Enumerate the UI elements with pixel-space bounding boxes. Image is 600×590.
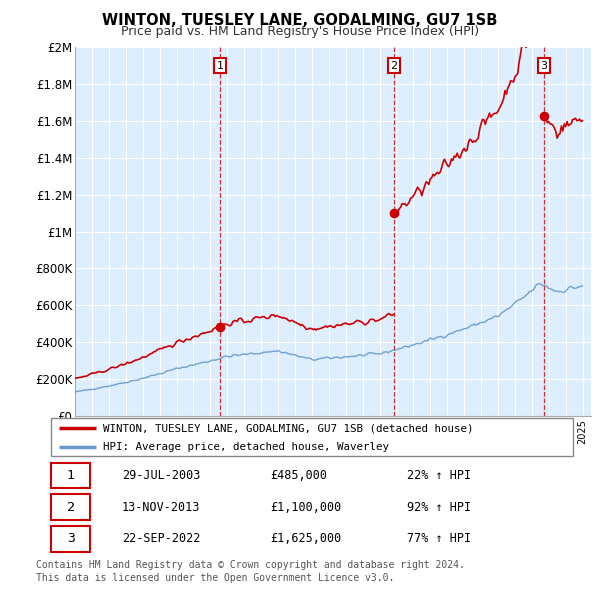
- Text: WINTON, TUESLEY LANE, GODALMING, GU7 1SB (detached house): WINTON, TUESLEY LANE, GODALMING, GU7 1SB…: [103, 424, 474, 434]
- Text: 3: 3: [67, 532, 75, 546]
- Text: 29-JUL-2003: 29-JUL-2003: [122, 468, 200, 482]
- Text: £485,000: £485,000: [270, 468, 327, 482]
- Text: Price paid vs. HM Land Registry's House Price Index (HPI): Price paid vs. HM Land Registry's House …: [121, 25, 479, 38]
- Text: 22-SEP-2022: 22-SEP-2022: [122, 532, 200, 546]
- Text: 13-NOV-2013: 13-NOV-2013: [122, 500, 200, 514]
- Text: £1,100,000: £1,100,000: [270, 500, 341, 514]
- Text: 3: 3: [541, 61, 547, 71]
- Text: 2: 2: [67, 500, 75, 514]
- FancyBboxPatch shape: [50, 526, 90, 552]
- FancyBboxPatch shape: [50, 418, 574, 456]
- Text: This data is licensed under the Open Government Licence v3.0.: This data is licensed under the Open Gov…: [36, 573, 394, 583]
- Text: 22% ↑ HPI: 22% ↑ HPI: [407, 468, 471, 482]
- Text: Contains HM Land Registry data © Crown copyright and database right 2024.: Contains HM Land Registry data © Crown c…: [36, 560, 465, 570]
- Text: 92% ↑ HPI: 92% ↑ HPI: [407, 500, 471, 514]
- Text: 77% ↑ HPI: 77% ↑ HPI: [407, 532, 471, 546]
- Text: WINTON, TUESLEY LANE, GODALMING, GU7 1SB: WINTON, TUESLEY LANE, GODALMING, GU7 1SB: [103, 13, 497, 28]
- Text: 1: 1: [217, 61, 223, 71]
- Text: 2: 2: [391, 61, 398, 71]
- Text: HPI: Average price, detached house, Waverley: HPI: Average price, detached house, Wave…: [103, 442, 389, 452]
- Text: £1,625,000: £1,625,000: [270, 532, 341, 546]
- FancyBboxPatch shape: [50, 463, 90, 488]
- FancyBboxPatch shape: [50, 494, 90, 520]
- Text: 1: 1: [67, 468, 75, 482]
